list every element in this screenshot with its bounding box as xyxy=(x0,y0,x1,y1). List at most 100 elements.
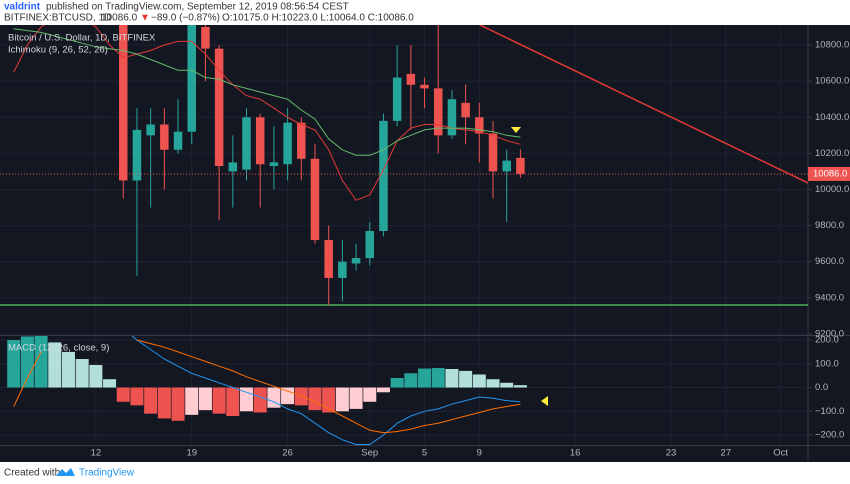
histogram-bar xyxy=(116,387,130,402)
candle-body xyxy=(502,160,511,172)
y-tick-label: 200.0 xyxy=(815,335,839,346)
candle-body xyxy=(214,48,224,167)
candle-body xyxy=(447,99,457,136)
histogram-bar xyxy=(335,387,349,412)
candle-body xyxy=(379,120,388,232)
candle-body xyxy=(392,77,402,121)
macd-legend: MACD (12, 26, close, 9) xyxy=(8,343,109,354)
candle-body xyxy=(160,124,169,150)
author[interactable]: valdrint xyxy=(4,2,41,13)
tenkan-line xyxy=(13,25,521,201)
footer-brand[interactable]: TradingView xyxy=(79,468,135,479)
histogram-bar xyxy=(294,387,308,406)
histogram-bar xyxy=(322,387,336,413)
axes: 10800.0 10600.0 10400.0 10200.0 10000.0 9800.… xyxy=(91,40,850,459)
marker-down xyxy=(511,127,521,133)
trend-line[interactable] xyxy=(479,25,808,184)
change: −89.0 (−0.87%) xyxy=(151,13,220,24)
histogram-bar xyxy=(349,387,363,409)
ichimoku-legend: Ichimoku (9, 26, 52, 26) xyxy=(8,45,108,56)
x-tick-label: 23 xyxy=(666,448,677,459)
y-tick-label: 10800.0 xyxy=(815,40,849,51)
histogram-bar xyxy=(390,378,404,388)
candle-body xyxy=(119,25,128,181)
candle-body xyxy=(338,261,347,278)
histogram-bar xyxy=(103,379,117,388)
candle-body xyxy=(406,73,416,85)
main-legend: Bitcoin / U.S. Dollar, 1D, BITFINEX xyxy=(8,33,156,44)
histogram-bar xyxy=(226,387,240,417)
candle-body xyxy=(475,117,484,134)
candle-body xyxy=(324,240,333,278)
histogram-bar xyxy=(157,387,171,419)
change-arrow: ▼ xyxy=(140,13,150,24)
x-tick-label: 26 xyxy=(282,448,293,459)
y-tick-label: 10600.0 xyxy=(815,76,849,87)
histogram-bar xyxy=(404,373,418,388)
x-tick-label: Oct xyxy=(773,448,788,459)
x-tick-label: 27 xyxy=(721,448,732,459)
candle-body xyxy=(310,158,320,241)
footer-text: Created with xyxy=(4,468,60,479)
histogram-bar xyxy=(212,387,226,414)
candle-body xyxy=(351,258,361,264)
y-tick-label: 10400.0 xyxy=(815,112,849,123)
histogram-bar xyxy=(486,379,500,388)
histogram-bar xyxy=(7,340,21,388)
histogram-bar xyxy=(61,351,75,388)
ohlc: O:10175.0 H:10223.0 L:10064.0 C:10086.0 xyxy=(222,13,414,24)
histogram-bar xyxy=(198,387,212,411)
histogram-bar xyxy=(253,387,267,413)
footer-bar xyxy=(0,462,850,484)
candle-body xyxy=(420,84,429,89)
y-tick-label: 9800.0 xyxy=(815,220,844,231)
candle-body xyxy=(132,129,142,181)
histogram-bar xyxy=(89,364,103,388)
histogram-bar xyxy=(34,336,48,388)
price-tag xyxy=(808,166,850,181)
y-tick-label: −100.0 xyxy=(815,406,844,417)
histogram-bar xyxy=(185,387,199,415)
logo xyxy=(56,468,75,476)
y-tick-label: 0.0 xyxy=(815,382,828,393)
histogram-bar xyxy=(308,387,322,411)
candle-body xyxy=(201,26,210,49)
y-tick-label: 100.0 xyxy=(815,358,839,369)
candle-body xyxy=(365,231,375,259)
y-tick-label: 10000.0 xyxy=(815,184,849,195)
histogram-bar xyxy=(267,387,281,408)
y-tick-label: −200.0 xyxy=(815,430,844,441)
histogram-bar xyxy=(130,387,144,406)
symbol: BITFINEX:BTCUSD, 1D xyxy=(4,13,111,24)
candle-body xyxy=(228,162,238,172)
candle-body xyxy=(433,88,443,136)
histogram-bar xyxy=(459,370,473,388)
macd-pane xyxy=(7,336,527,445)
x-tick-label: 9 xyxy=(477,448,482,459)
price-tag-label: 10086.0 xyxy=(813,168,847,179)
x-tick-label: 19 xyxy=(186,448,197,459)
candle-body xyxy=(461,102,470,118)
candle-body xyxy=(488,133,498,172)
candle-body xyxy=(255,117,265,165)
published: published on TradingView.com, September … xyxy=(46,2,349,13)
candle-body xyxy=(187,25,196,132)
drawings xyxy=(0,25,808,306)
histogram-bar xyxy=(376,387,390,393)
candle-body xyxy=(173,131,183,150)
histogram-bar xyxy=(171,387,185,421)
x-tick-label: 5 xyxy=(422,448,427,459)
histogram-bar xyxy=(75,359,89,388)
histogram-bar xyxy=(445,369,459,388)
kijun-line xyxy=(13,28,521,156)
marker-left xyxy=(541,396,548,406)
histogram-bar xyxy=(363,387,377,402)
header-bar xyxy=(0,0,850,25)
signal-line xyxy=(13,339,521,434)
candle-body xyxy=(242,117,251,170)
y-tick-label: 9400.0 xyxy=(815,292,844,303)
candle-body xyxy=(269,162,279,167)
histogram-bar xyxy=(472,374,486,388)
price-pane xyxy=(0,25,808,306)
